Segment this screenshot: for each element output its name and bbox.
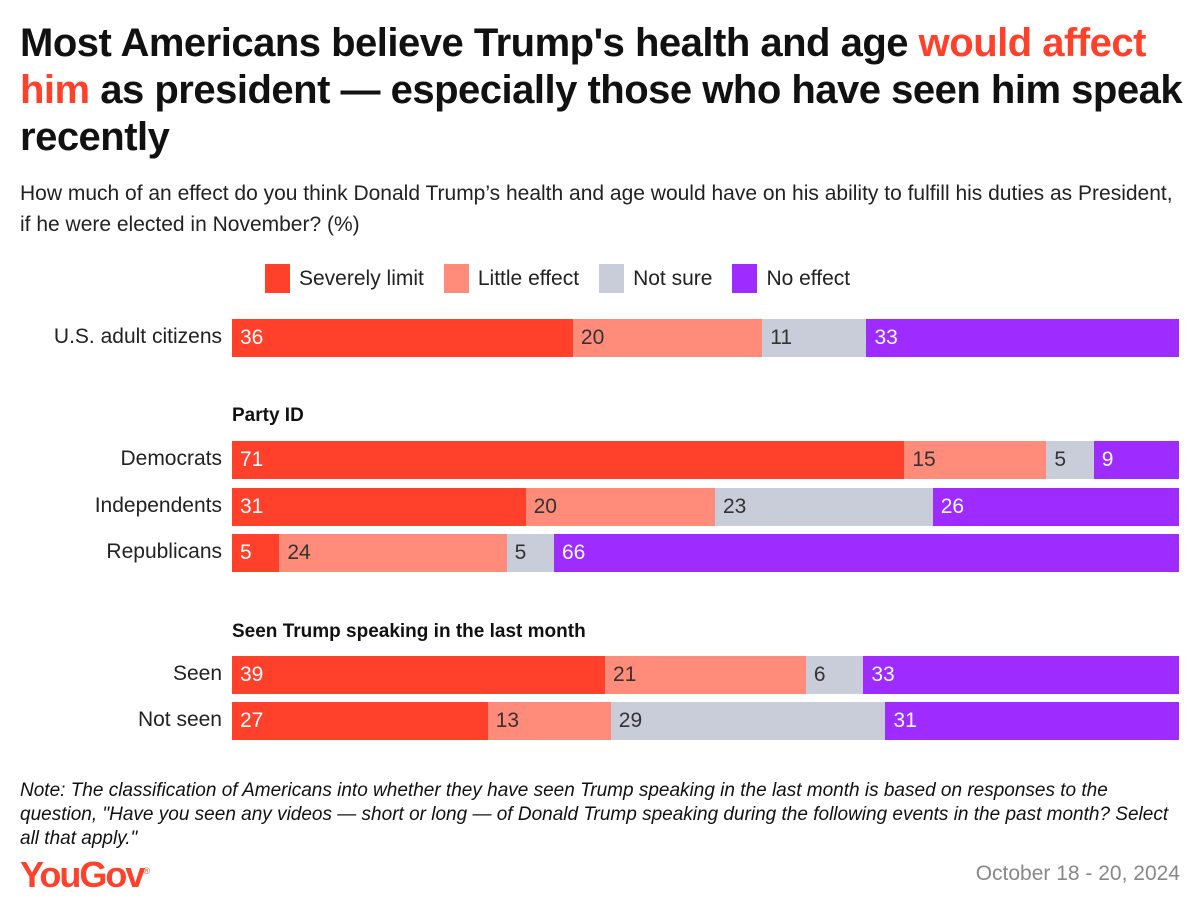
- stacked-bar: 36 20 11 33: [232, 319, 1179, 357]
- legend-swatch: [265, 264, 290, 293]
- legend-label: Little effect: [477, 266, 580, 290]
- bar-segment-not-sure: 5: [1046, 441, 1094, 479]
- row-label: Republicans: [106, 540, 222, 563]
- legend-swatch: [732, 264, 758, 293]
- stacked-bar: 27 13 29 31: [232, 702, 1179, 740]
- legend-swatch: [599, 264, 625, 293]
- bar-segment-little-effect: 24: [279, 534, 507, 572]
- bar-segment-little-effect: 13: [487, 702, 611, 740]
- row-label: Seen: [172, 662, 222, 685]
- row-label: Democrats: [120, 447, 222, 470]
- stacked-bar: 31 20 23 26: [232, 488, 1179, 526]
- survey-date: October 18 - 20, 2024: [975, 862, 1180, 885]
- row-label: Not seen: [137, 708, 222, 731]
- bar-segment-not-sure: 5: [506, 534, 554, 572]
- legend-item: Little effect: [443, 264, 580, 293]
- bar-segment-no-effect: 31: [885, 702, 1179, 740]
- bar-segment-not-sure: 11: [762, 319, 867, 357]
- bar-segment-no-effect: 9: [1093, 441, 1179, 479]
- bar-segment-little-effect: 20: [525, 488, 715, 526]
- bar-segment-no-effect: 26: [932, 488, 1179, 526]
- bar-segment-severely-limit: 31: [232, 488, 526, 526]
- stacked-bar: 39 21 6 33: [232, 656, 1179, 694]
- bar-segment-little-effect: 21: [605, 656, 806, 694]
- legend-label: Not sure: [633, 266, 713, 290]
- legend-label: No effect: [766, 266, 851, 290]
- bar-segment-severely-limit: 27: [232, 702, 488, 740]
- title-highlight: would affect him: [20, 21, 1146, 112]
- legend-label: Severely limit: [299, 266, 424, 290]
- bar-segment-no-effect: 33: [866, 319, 1179, 357]
- bar-segment-not-sure: 29: [610, 702, 886, 740]
- chart-title: Most Americans believe Trump's health an…: [20, 20, 1190, 161]
- bar-segment-severely-limit: 39: [232, 656, 606, 694]
- bar-segment-severely-limit: 71: [232, 441, 905, 479]
- chart-subtitle: How much of an effect do you think Donal…: [20, 182, 1173, 236]
- logo-text: YouGov: [20, 854, 145, 895]
- bar-segment-not-sure: 6: [805, 656, 864, 694]
- bar-segment-not-sure: 23: [714, 488, 933, 526]
- row-label: U.S. adult citizens: [53, 325, 222, 348]
- row-label: Independents: [94, 494, 222, 517]
- stacked-bar: 5 24 5 66: [232, 534, 1179, 572]
- legend-item: Not sure: [599, 264, 712, 293]
- title-part: Most Americans believe Trump's health an…: [20, 21, 919, 65]
- section-heading: Party ID: [232, 405, 304, 426]
- legend-item: No effect: [732, 264, 850, 293]
- legend: Severely limit Little effect Not sure No ef…: [265, 264, 850, 293]
- bar-segment-severely-limit: 36: [232, 319, 573, 357]
- bar-segment-little-effect: 20: [572, 319, 763, 357]
- section-heading: Seen Trump speaking in the last month: [232, 621, 586, 642]
- title-part: as president — especially those who have…: [20, 68, 1183, 159]
- bar-segment-severely-limit: 5: [232, 534, 280, 572]
- bar-segment-little-effect: 15: [904, 441, 1047, 479]
- footnote: Note: The classification of Americans in…: [20, 780, 1169, 849]
- stacked-bar: 71 15 5 9: [232, 441, 1179, 479]
- bar-segment-no-effect: 66: [553, 534, 1179, 572]
- bar-segment-no-effect: 33: [863, 656, 1179, 694]
- yougov-logo: YouGov®: [20, 854, 150, 895]
- legend-swatch: [443, 264, 469, 293]
- legend-item: Severely limit: [265, 264, 424, 293]
